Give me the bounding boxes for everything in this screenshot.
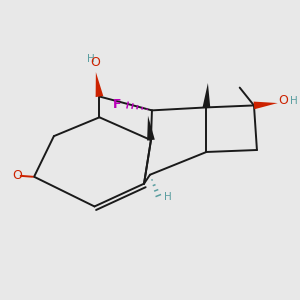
Text: O: O	[278, 94, 288, 106]
Polygon shape	[202, 83, 210, 108]
Polygon shape	[254, 102, 278, 109]
Text: O: O	[12, 169, 22, 182]
Polygon shape	[96, 72, 103, 97]
Text: H: H	[87, 54, 94, 64]
Text: F: F	[113, 98, 122, 111]
Text: H: H	[164, 192, 171, 202]
Polygon shape	[147, 116, 155, 141]
Text: H: H	[290, 96, 297, 106]
Text: O: O	[90, 56, 100, 69]
